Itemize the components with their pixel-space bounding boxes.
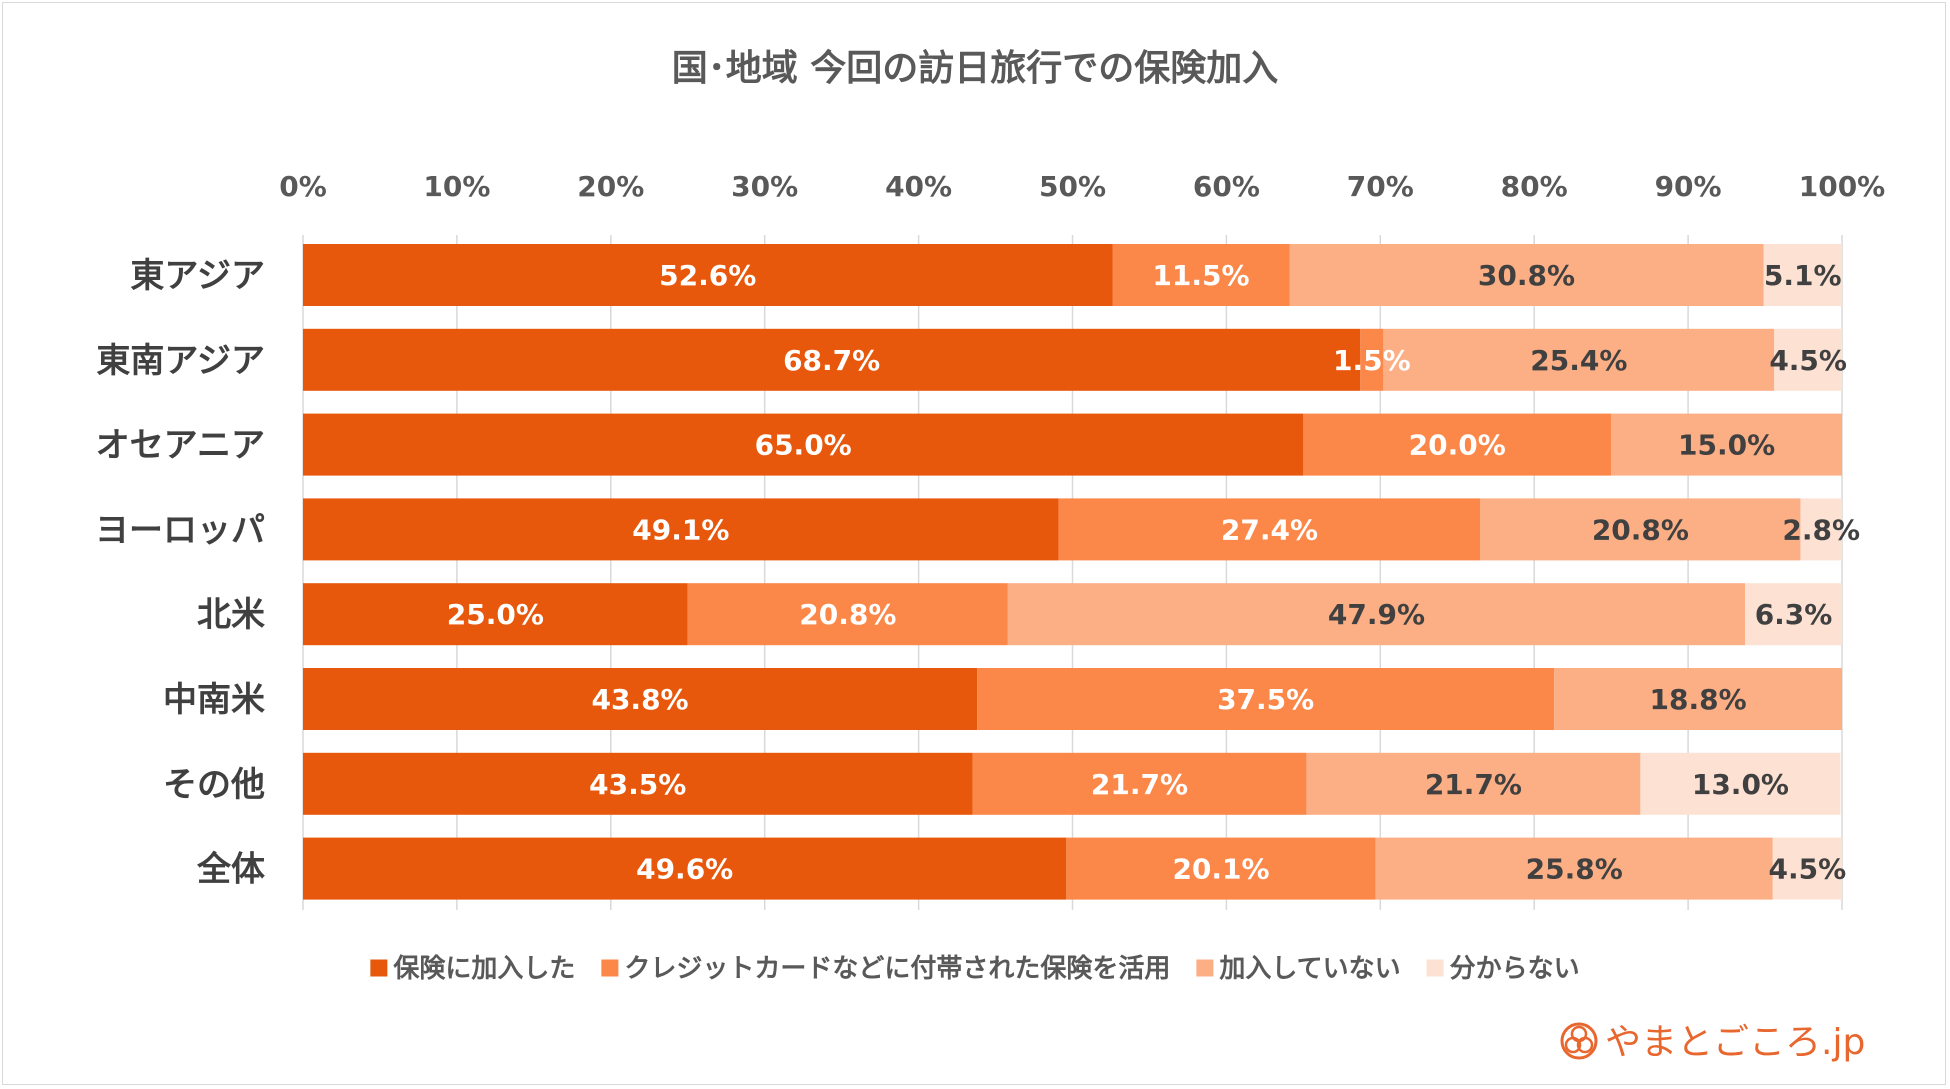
bar-segment [972, 752, 1307, 815]
bar-segment [1375, 837, 1773, 900]
data-label: 20.0% [1409, 429, 1506, 462]
category-label: 全体 [196, 850, 265, 890]
data-label: 21.7% [1091, 768, 1188, 801]
x-tick-label: 100% [1799, 170, 1886, 203]
bar-segment [1800, 498, 1842, 561]
legend-swatch [1196, 959, 1214, 977]
category-label: オセアニア [96, 426, 265, 466]
bar-segment [303, 244, 1113, 306]
bar-segment [1007, 583, 1746, 646]
category-label: ヨーロッパ [95, 510, 265, 550]
x-tick-label: 50% [1039, 170, 1106, 203]
bar-segment [1763, 244, 1842, 306]
data-label: 37.5% [1217, 683, 1314, 716]
data-label: 4.5% [1769, 853, 1847, 886]
bar-segment [303, 837, 1067, 900]
data-label: 20.1% [1172, 853, 1269, 886]
bar-segment [1383, 328, 1775, 391]
bar-segment [303, 498, 1059, 561]
data-label: 49.6% [636, 853, 733, 886]
bar-segment [687, 583, 1008, 646]
bar-segment [1360, 328, 1384, 391]
legend-swatch [370, 959, 388, 977]
legend-entry: 分からない [1450, 954, 1580, 984]
data-label: 25.4% [1530, 344, 1627, 377]
bar-segment [1554, 668, 1842, 730]
bar-segment [1611, 413, 1842, 476]
bar-segment [1306, 752, 1641, 815]
category-label: 中南米 [163, 680, 265, 720]
bar-segment [303, 668, 978, 730]
legend-entry: 保険に加入した [392, 953, 575, 984]
data-label: 13.0% [1692, 768, 1789, 801]
bar-segment [1745, 583, 1842, 646]
x-tick-label: 0% [279, 170, 327, 203]
data-label: 25.8% [1526, 853, 1623, 886]
bar-segment [303, 413, 1304, 476]
data-label: 2.8% [1782, 513, 1860, 546]
data-label: 68.7% [783, 344, 880, 377]
bar-segment [303, 583, 688, 646]
data-label: 5.1% [1764, 259, 1842, 292]
x-tick-label: 20% [577, 170, 644, 203]
category-label: その他 [163, 765, 265, 805]
data-label: 49.1% [632, 513, 729, 546]
x-tick-label: 10% [423, 170, 490, 203]
legend-swatch [1426, 959, 1444, 977]
bar-segment [1058, 498, 1481, 561]
data-label: 65.0% [755, 429, 852, 462]
category-label: 東アジア [130, 256, 265, 296]
category-label: 北米 [197, 595, 265, 635]
data-label: 18.8% [1650, 683, 1747, 716]
bar-segment [1772, 837, 1842, 900]
bar-segment [1480, 498, 1801, 561]
legend-entry: 加入していない [1219, 954, 1400, 984]
bar-segment [1774, 328, 1842, 391]
bar-segment [1112, 244, 1290, 306]
data-label: 4.5% [1769, 344, 1847, 377]
data-label: 43.8% [591, 683, 688, 716]
bar-segment [1303, 413, 1612, 476]
data-label: 25.0% [447, 598, 544, 631]
x-tick-label: 30% [731, 170, 798, 203]
x-tick-label: 70% [1347, 170, 1414, 203]
x-tick-label: 60% [1193, 170, 1260, 203]
data-label: 20.8% [1592, 513, 1689, 546]
chart-title: 国･地域 今回の訪日旅行での保険加入 [672, 48, 1279, 89]
x-axis-ticks: 0% 10% 20% 30% 40% 50% 60% 70% 80% 90% 100% [279, 170, 1885, 203]
logo: やまとごころ.jp [1560, 1022, 1865, 1063]
bars [303, 244, 1842, 900]
data-label: 21.7% [1425, 768, 1522, 801]
data-label: 47.9% [1328, 598, 1425, 631]
data-labels: 52.6% 11.5% 30.8% 5.1% 68.7% 1.5% 25.4% 4.5% 65.… [447, 259, 1860, 886]
data-label: 15.0% [1678, 429, 1775, 462]
x-tick-label: 40% [885, 170, 952, 203]
logo-text: やまとごころ.jp [1605, 1022, 1865, 1063]
data-label: 43.5% [589, 768, 686, 801]
data-label: 6.3% [1755, 598, 1833, 631]
bar-segment [1289, 244, 1764, 306]
data-label: 30.8% [1478, 259, 1575, 292]
x-tick-label: 90% [1655, 170, 1722, 203]
data-label: 52.6% [659, 259, 756, 292]
data-label: 11.5% [1152, 259, 1249, 292]
bar-segment [303, 328, 1361, 391]
flower-crest-icon [1560, 1022, 1598, 1060]
bar-segment [977, 668, 1555, 730]
data-label: 20.8% [799, 598, 896, 631]
x-tick-label: 80% [1501, 170, 1568, 203]
legend: 保険に加入した クレジットカードなどに付帯された保険を活用 加入していない 分からない [370, 953, 1580, 984]
bar-segment [303, 752, 973, 815]
bar-segment [1640, 752, 1841, 815]
bar-segment [1066, 837, 1376, 900]
legend-entry: クレジットカードなどに付帯された保険を活用 [624, 953, 1170, 984]
data-label: 1.5% [1333, 344, 1411, 377]
category-label: 東南アジア [96, 341, 265, 381]
data-label: 27.4% [1221, 513, 1318, 546]
legend-swatch [601, 959, 619, 977]
